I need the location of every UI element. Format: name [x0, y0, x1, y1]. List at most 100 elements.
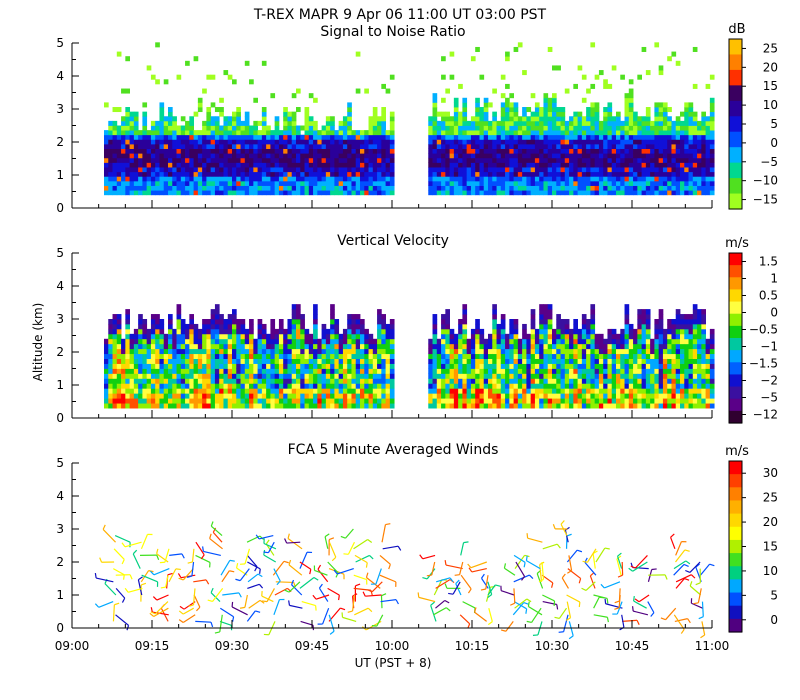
velocity-cell [236, 338, 241, 345]
velocity-cell [611, 333, 617, 340]
velocity-cell [688, 338, 694, 345]
snr-cell [684, 176, 689, 182]
velocity-cell [219, 319, 224, 325]
velocity-cell [249, 323, 254, 330]
snr-cell [675, 190, 681, 196]
velocity-cell [628, 398, 634, 404]
velocity-cell [223, 393, 229, 399]
velocity-cell [658, 353, 664, 359]
snr-cell [155, 171, 160, 177]
snr-cell [150, 143, 156, 149]
velocity-cell [534, 333, 540, 340]
velocity-cell [475, 393, 480, 399]
snr-cell [688, 107, 694, 113]
velocity-cell [458, 338, 463, 345]
velocity-cell [227, 343, 233, 350]
snr-cell [108, 148, 113, 154]
snr-cell [385, 134, 391, 140]
velocity-cell [697, 403, 702, 409]
snr-cell [658, 120, 664, 126]
snr-cell [607, 120, 613, 126]
snr-cell [633, 157, 638, 163]
velocity-cell [125, 373, 130, 379]
snr-cell [543, 157, 549, 163]
snr-cell [261, 111, 267, 117]
velocity-cell [620, 393, 625, 399]
velocity-cell [227, 398, 233, 404]
velocity-cell [278, 343, 284, 350]
snr-cell [219, 157, 224, 163]
velocity-cell [569, 393, 574, 399]
snr-cell [530, 130, 536, 136]
snr-cell [287, 162, 293, 168]
velocity-cell [227, 373, 233, 379]
snr-cell [633, 190, 638, 196]
velocity-cell [223, 378, 229, 384]
velocity-cell [313, 333, 318, 340]
velocity-cell [330, 373, 335, 379]
snr-cell [138, 157, 143, 163]
snr-cell [556, 162, 561, 168]
velocity-cell [308, 343, 314, 350]
velocity-cell [321, 398, 327, 404]
snr-cell [445, 171, 450, 177]
snr-cell [594, 139, 600, 145]
snr-cell [709, 120, 715, 126]
snr-cell [517, 167, 523, 173]
snr-cell [445, 116, 450, 122]
velocity-cell [581, 398, 587, 404]
velocity-cell [671, 353, 677, 359]
snr-cell [372, 125, 378, 131]
snr-cell [155, 79, 160, 85]
velocity-cell [692, 328, 698, 335]
velocity-cell [603, 368, 608, 374]
velocity-cell [556, 328, 561, 335]
velocity-cell [594, 383, 600, 389]
velocity-cell [155, 333, 160, 340]
snr-cell [697, 148, 702, 154]
velocity-cell [449, 373, 455, 379]
snr-cell [249, 125, 254, 131]
velocity-cell [330, 403, 335, 409]
velocity-cell [517, 358, 523, 364]
snr-cell [692, 111, 698, 117]
velocity-cell [658, 358, 664, 364]
snr-cell [334, 167, 340, 173]
velocity-cell [360, 328, 365, 335]
velocity-cell [172, 343, 177, 350]
velocity-cell [377, 319, 382, 325]
velocity-cell [620, 383, 625, 389]
velocity-cell [680, 328, 685, 335]
velocity-cell [125, 393, 130, 399]
velocity-cell [650, 398, 655, 404]
snr-cell [624, 139, 630, 145]
snr-cell [138, 171, 143, 177]
snr-cell [641, 139, 647, 145]
velocity-cell [513, 393, 519, 399]
velocity-cell [313, 353, 318, 359]
snr-cell [428, 125, 433, 131]
snr-cell [445, 190, 450, 196]
snr-cell [313, 153, 318, 159]
snr-cell [586, 120, 591, 126]
velocity-cell [658, 383, 664, 389]
velocity-cell [675, 343, 681, 350]
snr-cell [556, 139, 561, 145]
velocity-cell [330, 333, 335, 340]
velocity-cell [142, 388, 148, 394]
velocity-cell [121, 353, 126, 359]
velocity-cell [470, 393, 476, 399]
snr-cell [500, 134, 506, 140]
snr-cell [709, 162, 715, 168]
snr-cell [560, 167, 566, 173]
snr-cell [479, 157, 485, 163]
snr-cell [483, 153, 489, 159]
velocity-cell [607, 388, 613, 394]
snr-cell [342, 153, 348, 159]
snr-cell [368, 167, 374, 173]
snr-cell [304, 143, 310, 149]
snr-cell [240, 185, 246, 191]
velocity-cell [189, 388, 194, 394]
snr-cell [283, 153, 288, 159]
